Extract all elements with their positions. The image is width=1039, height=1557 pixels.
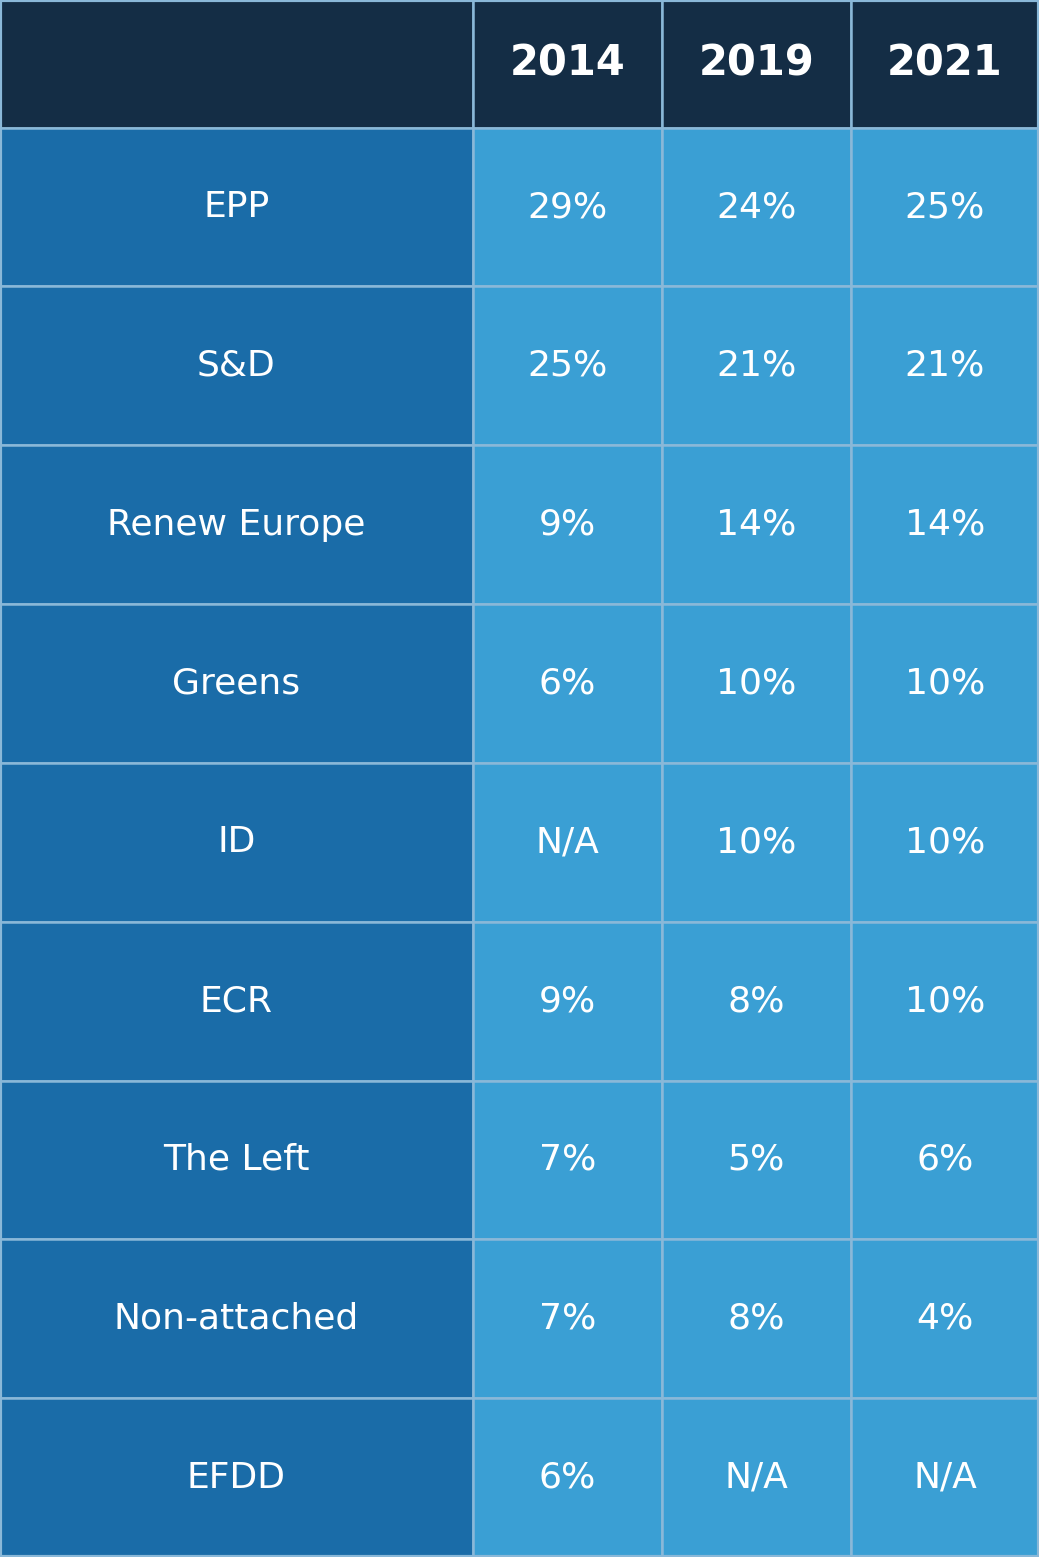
Bar — [662, 445, 851, 604]
Text: Renew Europe: Renew Europe — [107, 508, 366, 542]
Text: EFDD: EFDD — [187, 1460, 286, 1495]
Bar — [473, 286, 662, 445]
Bar — [0, 763, 473, 922]
Text: 14%: 14% — [905, 508, 985, 542]
Bar — [662, 128, 851, 286]
Bar — [851, 1398, 1039, 1557]
Bar — [473, 1239, 662, 1398]
Text: 2019: 2019 — [698, 44, 815, 84]
Bar — [851, 286, 1039, 445]
Bar — [0, 128, 473, 286]
Text: 2021: 2021 — [887, 44, 1003, 84]
Text: 7%: 7% — [538, 1143, 596, 1177]
Text: 10%: 10% — [716, 825, 797, 859]
Text: 6%: 6% — [916, 1143, 974, 1177]
Text: 29%: 29% — [527, 190, 608, 224]
Text: 5%: 5% — [727, 1143, 785, 1177]
Bar — [851, 445, 1039, 604]
Text: 25%: 25% — [527, 349, 608, 383]
Bar — [662, 922, 851, 1081]
Bar — [0, 286, 473, 445]
Bar — [851, 1239, 1039, 1398]
Text: 14%: 14% — [716, 508, 797, 542]
Text: 9%: 9% — [538, 984, 596, 1018]
Text: ID: ID — [217, 825, 256, 859]
Text: 2014: 2014 — [509, 44, 625, 84]
Text: 10%: 10% — [905, 825, 985, 859]
Bar — [473, 128, 662, 286]
Text: 10%: 10% — [716, 666, 797, 701]
Text: 21%: 21% — [716, 349, 797, 383]
Bar — [662, 1081, 851, 1239]
Text: 4%: 4% — [916, 1302, 974, 1336]
Text: 9%: 9% — [538, 508, 596, 542]
Bar — [851, 922, 1039, 1081]
Text: Non-attached: Non-attached — [113, 1302, 359, 1336]
Bar — [851, 604, 1039, 763]
Bar — [662, 604, 851, 763]
Text: N/A: N/A — [535, 825, 600, 859]
Text: 6%: 6% — [538, 1460, 596, 1495]
Bar — [473, 445, 662, 604]
Bar — [473, 763, 662, 922]
Bar — [662, 1398, 851, 1557]
Text: 21%: 21% — [905, 349, 985, 383]
Text: The Left: The Left — [163, 1143, 310, 1177]
Text: ECR: ECR — [199, 984, 273, 1018]
Bar — [0, 1081, 473, 1239]
Bar — [473, 0, 662, 128]
Bar — [0, 1398, 473, 1557]
Text: 6%: 6% — [538, 666, 596, 701]
Bar — [662, 286, 851, 445]
Bar — [0, 604, 473, 763]
Bar — [662, 763, 851, 922]
Bar — [851, 763, 1039, 922]
Text: 24%: 24% — [716, 190, 797, 224]
Bar — [0, 0, 473, 128]
Text: S&D: S&D — [197, 349, 275, 383]
Text: N/A: N/A — [913, 1460, 977, 1495]
Bar — [851, 0, 1039, 128]
Text: EPP: EPP — [204, 190, 269, 224]
Bar — [662, 0, 851, 128]
Bar — [473, 1081, 662, 1239]
Bar — [0, 1239, 473, 1398]
Bar — [473, 604, 662, 763]
Bar — [0, 922, 473, 1081]
Text: 10%: 10% — [905, 666, 985, 701]
Text: 7%: 7% — [538, 1302, 596, 1336]
Text: 8%: 8% — [727, 984, 785, 1018]
Bar — [851, 128, 1039, 286]
Bar — [851, 1081, 1039, 1239]
Text: 10%: 10% — [905, 984, 985, 1018]
Text: N/A: N/A — [724, 1460, 789, 1495]
Bar — [473, 1398, 662, 1557]
Bar — [662, 1239, 851, 1398]
Bar — [473, 922, 662, 1081]
Text: 25%: 25% — [905, 190, 985, 224]
Bar — [0, 445, 473, 604]
Text: 8%: 8% — [727, 1302, 785, 1336]
Text: Greens: Greens — [172, 666, 300, 701]
